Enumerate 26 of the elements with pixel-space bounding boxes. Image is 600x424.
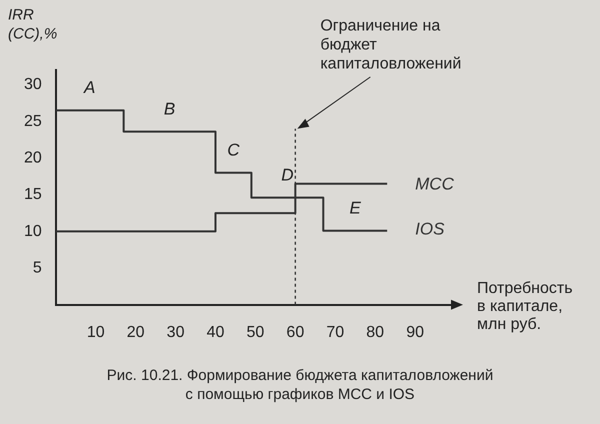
- y-tick-label: 5: [32, 260, 42, 277]
- ref-line-label: Ограничение на бюджет капиталовложений: [320, 17, 462, 72]
- y-tick-label: 10: [24, 222, 42, 240]
- x-tick-label: 20: [126, 324, 145, 341]
- text: Рис. 10.21. Формирование бюджета капиталовложений с помощью графиков MCC и IOS: [106, 366, 494, 404]
- y-tick-label: 30: [24, 76, 42, 94]
- annotation: C: [227, 140, 240, 160]
- y-tick-label: 15: [24, 186, 42, 204]
- x-tick-label: 80: [366, 324, 384, 341]
- x-tick-label: 10: [86, 324, 105, 341]
- series-label: MCC: [415, 174, 455, 194]
- y-tick-label: 25: [24, 112, 42, 130]
- x-tick-label: 30: [166, 324, 185, 341]
- x-axis-title: Потребность в капитале, млн руб.: [477, 280, 573, 334]
- x-tick-label: 70: [326, 324, 344, 341]
- x-tick-label: 40: [206, 324, 224, 341]
- x-tick-label: 90: [406, 324, 424, 341]
- series-label: IOS: [415, 219, 446, 238]
- x-tick-label: 60: [286, 324, 304, 341]
- y-tick-label: 20: [24, 149, 42, 166]
- annotation: E: [350, 198, 362, 218]
- annotation: D: [281, 165, 294, 184]
- x-tick-label: 50: [246, 324, 264, 341]
- annotation: B: [164, 99, 176, 118]
- annotation: A: [83, 78, 96, 98]
- y-axis-title: IRR (CC),%: [8, 6, 58, 43]
